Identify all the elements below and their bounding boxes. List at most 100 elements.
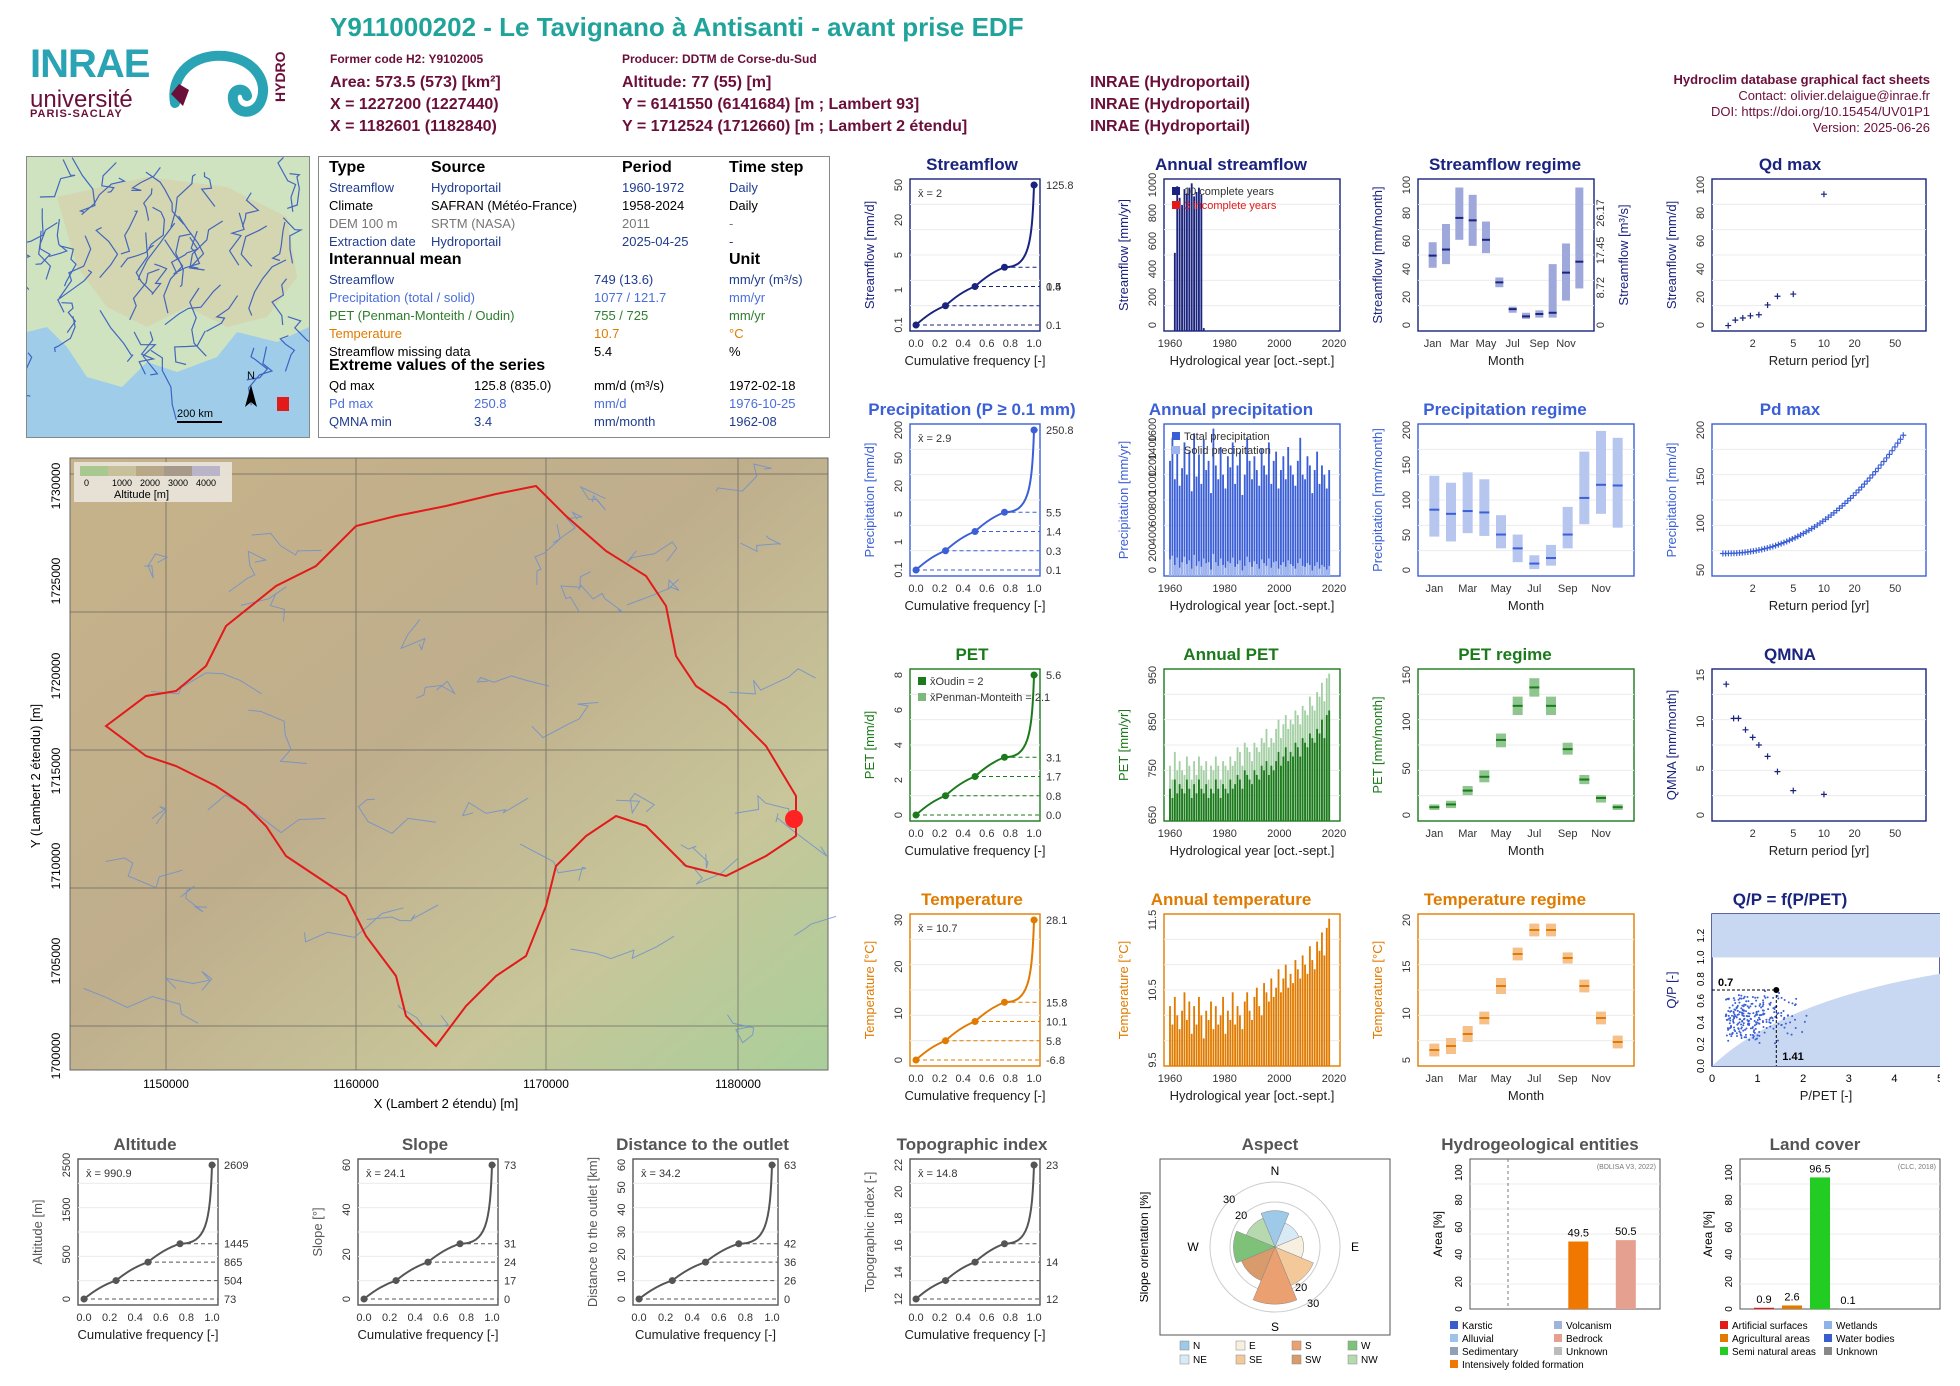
extreme-date-1: 1976-10-25 <box>729 396 796 411</box>
y-tick-label: 1730000 <box>49 462 63 509</box>
streamflow_regime-right-tick: 17.45 <box>1595 237 1607 265</box>
annual_precipitation-x-tick: 1980 <box>1212 583 1236 595</box>
pet-panel: PET Cumulative frequency [-] PET [mm/d] 0.0… <box>852 645 1092 877</box>
pet-right-tick: 3.1 <box>1046 752 1061 764</box>
annual_pet-bar <box>1188 788 1191 821</box>
annual_precipitation-bar <box>1272 562 1275 576</box>
land_cover-legend-swatch <box>1720 1334 1728 1342</box>
hydrogeology-title: Hydrogeological entities <box>1441 1135 1639 1154</box>
qp_ppet-x-label: P/PET [-] <box>1800 1088 1853 1103</box>
annual_precipitation-bar <box>1200 483 1203 576</box>
interannual-value-3: 10.7 <box>594 326 620 341</box>
streamflow_regime-y-label: Streamflow [mm/month] <box>1370 186 1385 323</box>
temperature_regime-x-tick: Mar <box>1458 1073 1477 1085</box>
annual_precipitation-bar <box>1275 451 1278 576</box>
qp_ppet-point <box>1758 1004 1761 1007</box>
annual_precipitation-bar <box>1255 564 1258 576</box>
temperature-y-label: Temperature [°C] <box>862 941 877 1039</box>
distance-y-tick: 50 <box>616 1181 628 1193</box>
river-line <box>240 225 268 267</box>
precipitation_regime-x-tick: Nov <box>1591 583 1611 595</box>
pet-x-tick: 0.0 <box>908 828 923 840</box>
annual_precipitation-bar <box>1313 470 1316 576</box>
qp_ppet-point <box>1740 1034 1743 1037</box>
river-line <box>740 535 782 553</box>
qp_ppet-point <box>1782 1009 1785 1012</box>
qp_ppet-panel: Q/P = f(P/PET) P/PET [-] Q/P [-] 0.7 1.41 0 1 2… <box>1640 890 1940 1122</box>
qmna-point <box>1774 768 1781 775</box>
river-line <box>39 159 76 198</box>
annual_temperature-bar <box>1231 992 1234 1066</box>
river-line <box>251 532 322 556</box>
contact[interactable]: Contact: olivier.delaigue@inrae.fr <box>1738 88 1930 103</box>
extreme-value-1: 250.8 <box>474 396 507 411</box>
altitude-right-tick: 865 <box>224 1257 242 1269</box>
annual_pet-bar <box>1301 738 1304 821</box>
annual_precipitation-bar <box>1185 474 1188 576</box>
annual_precipitation-x-tick: 1960 <box>1158 583 1182 595</box>
river-line <box>570 935 675 960</box>
hydrogeology-legend-label: Volcanism <box>1566 1321 1612 1332</box>
annual_precipitation-x-tick: 2000 <box>1267 583 1291 595</box>
qp_ppet-point <box>1801 1031 1804 1034</box>
annual_precipitation-bar <box>1321 564 1323 576</box>
qp_ppet-point <box>1730 1014 1733 1017</box>
basin-map-panel: 0 1000 2000 3000 4000 Altitude [m] 1150000 11… <box>26 456 896 1116</box>
river-line <box>57 269 93 313</box>
y-tick-label: 1725000 <box>49 557 63 604</box>
streamflow-x-tick: 0.6 <box>979 338 994 350</box>
precipitation_regime-box <box>1446 482 1456 542</box>
annual_temperature-svg: Hydrological year [oct.-sept.] Temperatur… <box>1116 910 1346 1103</box>
topographic-x-tick: 0.6 <box>979 1312 994 1324</box>
qp_ppet-point <box>1728 1006 1731 1009</box>
streamflow_regime-box <box>1455 187 1464 240</box>
aspect-compass-label: W <box>1187 1240 1199 1254</box>
streamflow-right-tick: 1.4 <box>1046 282 1061 294</box>
annual_precipitation-bar <box>1277 488 1280 576</box>
river-line <box>578 584 624 614</box>
annual_precipitation-bar <box>1198 454 1200 576</box>
annual_precipitation-bar <box>1241 570 1244 576</box>
qp_ppet-point <box>1761 1020 1764 1023</box>
qp_ppet-point <box>1740 1027 1743 1030</box>
x2e-info: X = 1182601 (1182840) <box>330 118 497 135</box>
extreme-label-0: Qd max <box>329 378 375 393</box>
qp_ppet-point <box>1803 1020 1806 1023</box>
annual_precipitation-bar <box>1306 456 1309 576</box>
annual_temperature-bar <box>1188 1001 1191 1066</box>
aspect-legend-label: S <box>1305 1341 1312 1352</box>
distance-y-label: Distance to the outlet [km] <box>585 1157 600 1307</box>
river-line <box>241 192 260 228</box>
annual_temperature-bar <box>1304 964 1306 1066</box>
annual_precipitation-y-tick: 0 <box>1147 567 1159 573</box>
annual_temperature-bar <box>1251 1019 1253 1066</box>
streamflow_regime-box <box>1548 264 1557 318</box>
pet-y-tick: 4 <box>893 742 905 748</box>
river-line <box>133 331 159 376</box>
qp_ppet-point <box>1742 1018 1745 1021</box>
qp_ppet-point <box>1729 1010 1732 1013</box>
annual_pet-bar <box>1267 774 1270 821</box>
scale-label: 200 km <box>177 408 213 420</box>
annual_precipitation-bar <box>1294 485 1297 576</box>
streamflow_regime-x-tick: Jul <box>1506 338 1520 350</box>
land_cover-legend-label: Water bodies <box>1836 1334 1895 1345</box>
annual_precipitation-bar <box>1190 568 1193 576</box>
hydrogeology-legend-label: Alluvial <box>1462 1334 1494 1345</box>
annual_pet-bar <box>1313 742 1316 821</box>
annual_temperature-bar <box>1183 992 1186 1066</box>
pd_max-point <box>1864 478 1871 485</box>
aspect-ring-label: 30 <box>1307 1298 1319 1310</box>
precipitation_regime-svg: Month Precipitation [mm/month] 0 50 100 150 20… <box>1370 421 1635 613</box>
river-line <box>58 235 92 299</box>
qp_ppet-point <box>1758 1018 1761 1021</box>
precipitation-x-tick: 0.4 <box>956 583 971 595</box>
doi[interactable]: DOI: https://doi.org/10.15454/UV01P1 <box>1711 104 1930 119</box>
qp_ppet-point <box>1790 1033 1793 1036</box>
precipitation_regime-box <box>1496 515 1506 549</box>
river-line <box>228 212 245 266</box>
annual_precipitation-bar <box>1205 563 1208 576</box>
precipitation_regime-box <box>1546 544 1556 566</box>
annual_precipitation-bar <box>1260 559 1263 576</box>
streamflow-right-tick: 0.1 <box>1046 320 1061 332</box>
